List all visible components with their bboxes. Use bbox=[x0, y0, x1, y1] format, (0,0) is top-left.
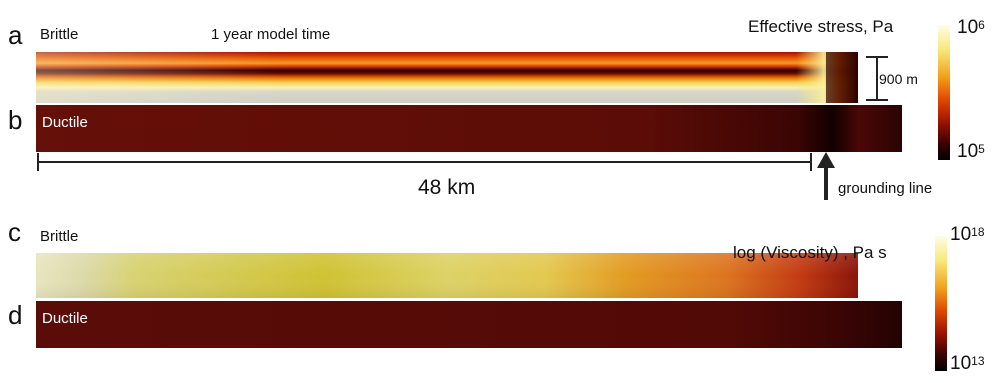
viscosity-strip-brittle bbox=[36, 253, 858, 298]
length-scale-left-cap bbox=[37, 153, 39, 171]
stress-strip-ductile: Ductile bbox=[36, 105, 902, 152]
panel-a-label: Brittle bbox=[40, 26, 79, 43]
viscosity-field-brittle bbox=[36, 253, 858, 298]
viscosity-strip-ductile: Ductile bbox=[36, 301, 902, 348]
viscosity-field-ductile bbox=[36, 301, 902, 348]
panel-letter-c: c bbox=[8, 217, 21, 247]
length-label: 48 km bbox=[418, 176, 476, 199]
panel-d-label: Ductile bbox=[42, 310, 88, 327]
panel-letter-d: d bbox=[8, 300, 23, 330]
stress-field-brittle bbox=[36, 52, 858, 103]
model-time-title: 1 year model time bbox=[211, 26, 331, 43]
stress-field-ductile bbox=[36, 105, 902, 152]
viscosity-colorbar-max: 1018 bbox=[950, 224, 985, 245]
grounding-line-arrow-icon bbox=[817, 152, 835, 200]
panel-b-label: Ductile bbox=[42, 114, 88, 131]
stress-colorbar-max: 106 bbox=[957, 17, 985, 38]
stress-colorbar bbox=[938, 25, 950, 160]
panel-letter-b: b bbox=[8, 105, 23, 135]
thickness-label: 900 m bbox=[878, 71, 919, 87]
viscosity-colorbar-min: 1013 bbox=[950, 353, 985, 374]
thickness-bar-bottom-cap bbox=[866, 99, 888, 101]
panel-c-label: Brittle bbox=[40, 228, 79, 245]
stress-colorbar-title: Effective stress, Pa bbox=[748, 17, 894, 36]
length-scale-right-cap bbox=[810, 153, 812, 171]
grounding-line-label: grounding line bbox=[838, 180, 933, 197]
stress-strip-brittle bbox=[36, 52, 858, 103]
viscosity-colorbar-title: log (Viscosity) , Pa s bbox=[733, 243, 887, 262]
viscosity-colorbar bbox=[935, 236, 947, 371]
panel-letter-a: a bbox=[8, 20, 23, 50]
stress-colorbar-min: 105 bbox=[957, 141, 985, 162]
length-scale-bar bbox=[37, 161, 812, 163]
thickness-bar bbox=[876, 56, 878, 101]
thickness-bar-top-cap bbox=[866, 56, 888, 58]
